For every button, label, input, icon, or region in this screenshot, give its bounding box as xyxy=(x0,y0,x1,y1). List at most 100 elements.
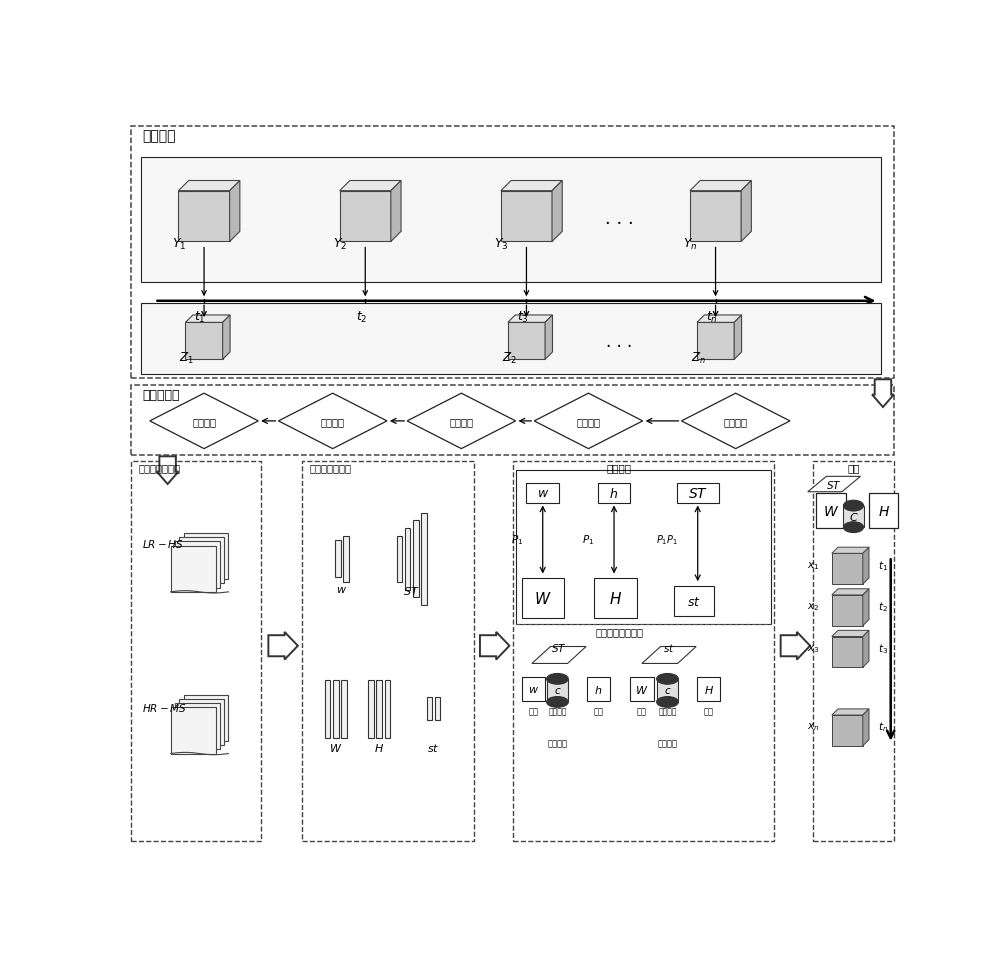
Text: $ST$: $ST$ xyxy=(551,642,567,653)
FancyBboxPatch shape xyxy=(140,304,881,375)
FancyBboxPatch shape xyxy=(630,677,654,702)
Polygon shape xyxy=(185,315,230,323)
FancyBboxPatch shape xyxy=(435,698,440,721)
Polygon shape xyxy=(681,394,790,449)
FancyBboxPatch shape xyxy=(587,677,610,702)
Polygon shape xyxy=(863,709,869,746)
Polygon shape xyxy=(545,315,552,360)
Text: $st$: $st$ xyxy=(687,595,701,608)
Text: 几何矫正: 几何矫正 xyxy=(321,416,345,427)
Polygon shape xyxy=(552,182,562,242)
Text: . . .: . . . xyxy=(605,209,634,228)
FancyBboxPatch shape xyxy=(302,461,474,842)
FancyBboxPatch shape xyxy=(405,529,410,590)
Ellipse shape xyxy=(843,501,864,511)
Ellipse shape xyxy=(657,697,678,707)
FancyBboxPatch shape xyxy=(333,680,339,738)
Ellipse shape xyxy=(547,697,568,707)
Polygon shape xyxy=(781,632,810,660)
Text: $h$: $h$ xyxy=(594,683,603,695)
FancyBboxPatch shape xyxy=(816,494,846,529)
Text: $st$: $st$ xyxy=(663,642,675,653)
FancyBboxPatch shape xyxy=(427,698,432,721)
Polygon shape xyxy=(697,323,734,360)
Text: $LR-HS$: $LR-HS$ xyxy=(142,538,184,550)
FancyBboxPatch shape xyxy=(325,680,330,738)
Text: 核心张量: 核心张量 xyxy=(547,738,567,748)
FancyBboxPatch shape xyxy=(140,158,881,283)
Text: $P_1$: $P_1$ xyxy=(582,533,595,547)
Polygon shape xyxy=(872,380,894,407)
Text: $c$: $c$ xyxy=(554,686,561,696)
Text: $W$: $W$ xyxy=(329,742,342,753)
Text: $h$: $h$ xyxy=(609,486,619,500)
Polygon shape xyxy=(808,477,860,492)
FancyBboxPatch shape xyxy=(674,586,714,617)
FancyBboxPatch shape xyxy=(131,127,894,379)
Polygon shape xyxy=(832,630,869,637)
Polygon shape xyxy=(832,589,869,595)
Polygon shape xyxy=(863,630,869,668)
FancyBboxPatch shape xyxy=(171,546,216,592)
Text: 核心张量: 核心张量 xyxy=(658,707,677,716)
Polygon shape xyxy=(832,595,863,626)
Text: $H$: $H$ xyxy=(704,683,714,695)
Polygon shape xyxy=(178,182,240,191)
Text: $w$: $w$ xyxy=(528,684,539,694)
FancyBboxPatch shape xyxy=(175,703,220,750)
Text: $x_3$: $x_3$ xyxy=(807,643,819,654)
Text: 沿不同维度展开: 沿不同维度展开 xyxy=(309,463,351,473)
Polygon shape xyxy=(185,323,223,360)
Polygon shape xyxy=(230,182,240,242)
Polygon shape xyxy=(178,191,230,242)
Text: 字典训练: 字典训练 xyxy=(607,463,632,473)
Text: $t_n$: $t_n$ xyxy=(706,309,718,324)
Polygon shape xyxy=(832,554,863,584)
Polygon shape xyxy=(642,647,696,664)
FancyBboxPatch shape xyxy=(341,680,347,738)
FancyBboxPatch shape xyxy=(413,521,419,598)
Polygon shape xyxy=(832,637,863,668)
FancyBboxPatch shape xyxy=(131,461,261,842)
Text: 核心张量: 核心张量 xyxy=(548,707,567,716)
Text: 稀疏: 稀疏 xyxy=(528,707,538,716)
Polygon shape xyxy=(832,715,863,746)
Text: $w$: $w$ xyxy=(537,486,549,500)
Text: $Y_2$: $Y_2$ xyxy=(333,236,347,252)
Polygon shape xyxy=(340,191,391,242)
Text: $t_1$: $t_1$ xyxy=(878,558,888,572)
Polygon shape xyxy=(268,632,298,660)
Polygon shape xyxy=(832,548,869,554)
FancyBboxPatch shape xyxy=(179,700,224,746)
Polygon shape xyxy=(157,456,178,484)
Text: 输入数据: 输入数据 xyxy=(142,129,176,143)
FancyBboxPatch shape xyxy=(598,483,630,503)
Text: 稀疏: 稀疏 xyxy=(704,707,714,716)
Polygon shape xyxy=(532,647,586,664)
Polygon shape xyxy=(501,191,552,242)
Text: $x_n$: $x_n$ xyxy=(807,721,819,732)
Text: 图像预处理: 图像预处理 xyxy=(142,388,180,402)
FancyBboxPatch shape xyxy=(335,541,341,578)
Text: $H$: $H$ xyxy=(878,505,890,518)
Text: . . .: . . . xyxy=(606,333,633,351)
Text: 核心张量: 核心张量 xyxy=(658,738,678,748)
FancyBboxPatch shape xyxy=(184,533,228,579)
Text: $w$: $w$ xyxy=(336,584,348,595)
Text: $ST$: $ST$ xyxy=(688,486,708,500)
Polygon shape xyxy=(734,315,742,360)
FancyBboxPatch shape xyxy=(843,506,864,528)
Polygon shape xyxy=(690,182,751,191)
Polygon shape xyxy=(508,323,545,360)
Text: $W$: $W$ xyxy=(635,683,649,695)
Polygon shape xyxy=(150,394,258,449)
Text: $W$: $W$ xyxy=(823,505,839,518)
Text: $t_2$: $t_2$ xyxy=(356,309,367,324)
Text: $Y_1$: $Y_1$ xyxy=(172,236,186,252)
Text: $C$: $C$ xyxy=(849,511,858,523)
Text: $Z_n$: $Z_n$ xyxy=(691,350,706,365)
FancyBboxPatch shape xyxy=(385,680,390,738)
Polygon shape xyxy=(863,589,869,626)
Text: 重建: 重建 xyxy=(847,463,860,473)
Text: $P_1$: $P_1$ xyxy=(511,533,523,547)
